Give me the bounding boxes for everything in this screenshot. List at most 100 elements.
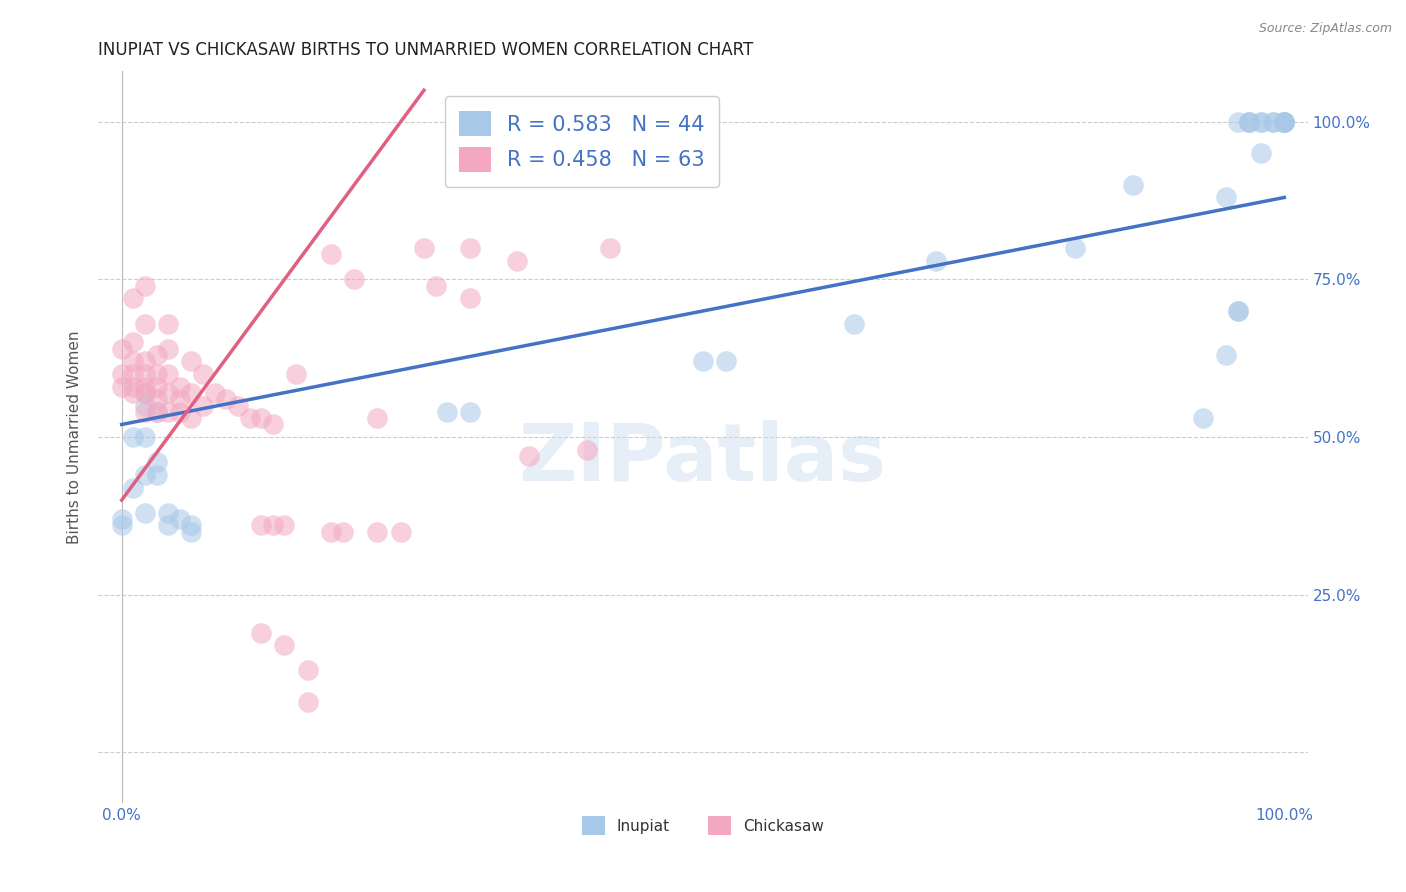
Point <box>1226 304 1249 318</box>
Point <box>1239 115 1261 129</box>
Point <box>157 342 180 356</box>
Point <box>111 367 134 381</box>
Point <box>180 524 202 539</box>
Point <box>1272 115 1295 129</box>
Point <box>134 386 156 401</box>
Point <box>111 512 134 526</box>
Point <box>575 442 598 457</box>
Point <box>157 317 180 331</box>
Point <box>191 399 214 413</box>
Point <box>297 664 319 678</box>
Point <box>122 379 145 393</box>
Text: INUPIAT VS CHICKASAW BIRTHS TO UNMARRIED WOMEN CORRELATION CHART: INUPIAT VS CHICKASAW BIRTHS TO UNMARRIED… <box>98 41 754 59</box>
Point <box>134 317 156 331</box>
Point <box>134 467 156 482</box>
Point <box>1272 115 1295 129</box>
Point <box>343 272 366 286</box>
Point <box>145 392 167 407</box>
Point <box>460 405 482 419</box>
Point <box>273 638 295 652</box>
Y-axis label: Births to Unmarried Women: Births to Unmarried Women <box>67 330 83 544</box>
Point <box>145 405 167 419</box>
Point <box>517 449 540 463</box>
Point <box>1226 115 1249 129</box>
Point <box>111 379 134 393</box>
Point <box>122 430 145 444</box>
Point <box>285 367 308 381</box>
Point <box>134 386 156 401</box>
Point <box>145 455 167 469</box>
Point <box>1261 115 1284 129</box>
Point <box>1272 115 1295 129</box>
Point <box>134 430 156 444</box>
Point <box>134 367 156 381</box>
Point <box>506 253 529 268</box>
Point <box>262 518 284 533</box>
Point <box>273 518 295 533</box>
Point <box>1215 348 1237 362</box>
Point <box>180 411 202 425</box>
Point <box>1250 146 1272 161</box>
Point <box>1272 115 1295 129</box>
Point <box>134 399 156 413</box>
Point <box>157 386 180 401</box>
Point <box>157 506 180 520</box>
Point <box>145 367 167 381</box>
Point <box>1226 304 1249 318</box>
Point <box>226 399 249 413</box>
Point <box>239 411 262 425</box>
Point <box>366 524 388 539</box>
Point <box>1239 115 1261 129</box>
Point <box>145 467 167 482</box>
Point <box>1122 178 1144 192</box>
Point <box>180 386 202 401</box>
Legend: Inupiat, Chickasaw: Inupiat, Chickasaw <box>574 809 832 843</box>
Point <box>169 392 191 407</box>
Text: ZIPatlas: ZIPatlas <box>519 420 887 498</box>
Point <box>1272 115 1295 129</box>
Point <box>145 348 167 362</box>
Point <box>413 241 436 255</box>
Point <box>134 354 156 368</box>
Point <box>716 354 738 368</box>
Point <box>250 411 273 425</box>
Point <box>262 417 284 432</box>
Point <box>692 354 714 368</box>
Point <box>1239 115 1261 129</box>
Point <box>145 379 167 393</box>
Point <box>134 405 156 419</box>
Point <box>169 379 191 393</box>
Point <box>844 317 866 331</box>
Point <box>157 367 180 381</box>
Point <box>250 625 273 640</box>
Point <box>460 291 482 305</box>
Point <box>111 342 134 356</box>
Point <box>319 524 342 539</box>
Point <box>122 386 145 401</box>
Point <box>250 518 273 533</box>
Point <box>122 354 145 368</box>
Point <box>319 247 342 261</box>
Point <box>1250 115 1272 129</box>
Point <box>924 253 946 268</box>
Point <box>180 518 202 533</box>
Point <box>215 392 238 407</box>
Point <box>122 481 145 495</box>
Point <box>599 241 621 255</box>
Point <box>389 524 412 539</box>
Point <box>169 405 191 419</box>
Point <box>111 518 134 533</box>
Point <box>134 379 156 393</box>
Point <box>134 278 156 293</box>
Point <box>1064 241 1087 255</box>
Point <box>157 405 180 419</box>
Point <box>191 367 214 381</box>
Point <box>332 524 354 539</box>
Point <box>122 335 145 350</box>
Point <box>122 291 145 305</box>
Point <box>425 278 447 293</box>
Point <box>180 354 202 368</box>
Point <box>157 518 180 533</box>
Point <box>1261 115 1284 129</box>
Point <box>436 405 458 419</box>
